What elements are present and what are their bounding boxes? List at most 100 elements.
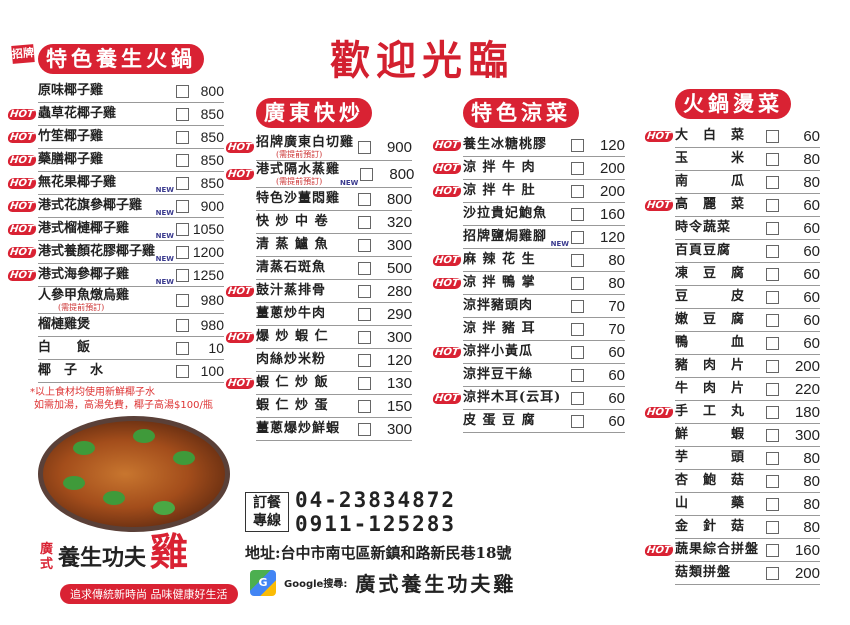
menu-item[interactable]: 白 飯 10	[38, 337, 224, 360]
order-checkbox[interactable]	[766, 198, 779, 212]
menu-item[interactable]: 芋 頭 80	[675, 447, 820, 470]
order-checkbox[interactable]	[766, 566, 779, 580]
menu-item[interactable]: 清蒸石斑魚 500	[256, 257, 412, 280]
menu-item[interactable]: 鮮 蝦 300	[675, 424, 820, 447]
order-checkbox[interactable]	[358, 399, 371, 413]
menu-item[interactable]: 時令蔬菜 60	[675, 217, 820, 240]
menu-item[interactable]: HOT 港式海參椰子雞 NEW 1250	[7, 264, 224, 287]
menu-item[interactable]: HOT 港式養顏花膠椰子雞 NEW 1200	[7, 241, 224, 264]
menu-item[interactable]: 快 炒 中 卷 320	[256, 211, 412, 234]
menu-item[interactable]: HOT 藥膳椰子雞 850	[7, 149, 224, 172]
order-checkbox[interactable]	[766, 451, 779, 465]
order-checkbox[interactable]	[571, 253, 584, 267]
menu-item[interactable]: HOT 麻 辣 花 生 80	[432, 249, 625, 272]
menu-item[interactable]: HOT 大 白 菜 60	[644, 125, 820, 148]
menu-item[interactable]: HOT 涼拌小黃瓜 60	[432, 341, 625, 364]
order-checkbox[interactable]	[766, 290, 779, 304]
order-checkbox[interactable]	[358, 330, 371, 344]
menu-item[interactable]: 涼拌豆干絲 60	[463, 364, 625, 387]
order-checkbox[interactable]	[358, 238, 371, 252]
order-checkbox[interactable]	[176, 222, 189, 236]
order-checkbox[interactable]	[176, 341, 189, 355]
order-checkbox[interactable]	[766, 221, 779, 235]
order-checkbox[interactable]	[358, 192, 371, 206]
menu-item[interactable]: 涼拌豬頭肉 70	[463, 295, 625, 318]
order-checkbox[interactable]	[571, 322, 584, 336]
order-checkbox[interactable]	[358, 422, 371, 436]
order-checkbox[interactable]	[571, 368, 584, 382]
order-checkbox[interactable]	[571, 207, 584, 221]
order-checkbox[interactable]	[766, 175, 779, 189]
order-checkbox[interactable]	[176, 364, 189, 378]
menu-item[interactable]: HOT 港式花旗參椰子雞 NEW 900	[7, 195, 224, 218]
menu-item[interactable]: 肉絲炒米粉 120	[256, 349, 412, 372]
menu-item[interactable]: HOT 涼 拌 牛 肉 200	[432, 157, 625, 180]
order-checkbox[interactable]	[766, 497, 779, 511]
menu-item[interactable]: 原味椰子雞 800	[38, 80, 224, 103]
menu-item[interactable]: 薑蔥炒牛肉 290	[256, 303, 412, 326]
order-checkbox[interactable]	[358, 215, 371, 229]
order-checkbox[interactable]	[766, 520, 779, 534]
menu-item[interactable]: 百頁豆腐 60	[675, 240, 820, 263]
menu-item[interactable]: HOT 招牌廣東白切雞 (需提前預訂) 900	[225, 134, 412, 161]
order-checkbox[interactable]	[766, 405, 779, 419]
order-checkbox[interactable]	[571, 299, 584, 313]
phone-number[interactable]: 04-23834872	[295, 488, 457, 512]
order-checkbox[interactable]	[358, 140, 371, 154]
order-checkbox[interactable]	[176, 107, 189, 121]
order-checkbox[interactable]	[766, 336, 779, 350]
order-checkbox[interactable]	[571, 414, 584, 428]
menu-item[interactable]: 牛 肉 片 220	[675, 378, 820, 401]
order-checkbox[interactable]	[176, 84, 189, 98]
order-checkbox[interactable]	[176, 268, 189, 282]
order-checkbox[interactable]	[358, 284, 371, 298]
phone-number[interactable]: 0911-125283	[295, 512, 457, 536]
order-checkbox[interactable]	[360, 167, 374, 181]
menu-item[interactable]: 清 蒸 鱸 魚 300	[256, 234, 412, 257]
menu-item[interactable]: HOT 爆 炒 蝦 仁 300	[225, 326, 412, 349]
order-checkbox[interactable]	[176, 245, 189, 259]
order-checkbox[interactable]	[571, 184, 584, 198]
menu-item[interactable]: 山 藥 80	[675, 493, 820, 516]
menu-item[interactable]: 凍 豆 腐 60	[675, 263, 820, 286]
menu-item[interactable]: HOT 養生冰糖桃膠 120	[432, 134, 625, 157]
order-checkbox[interactable]	[766, 267, 779, 281]
menu-item[interactable]: HOT 涼拌木耳(云耳) 60	[432, 387, 625, 410]
order-checkbox[interactable]	[766, 428, 779, 442]
order-checkbox[interactable]	[358, 307, 371, 321]
order-checkbox[interactable]	[766, 129, 779, 143]
order-checkbox[interactable]	[571, 161, 584, 175]
order-checkbox[interactable]	[176, 318, 189, 332]
menu-item[interactable]: HOT 涼 拌 牛 肚 200	[432, 180, 625, 203]
order-checkbox[interactable]	[571, 230, 584, 244]
order-checkbox[interactable]	[176, 199, 189, 213]
menu-item[interactable]: HOT 蔬果綜合拼盤 160	[644, 539, 820, 562]
menu-item[interactable]: 涼 拌 豬 耳 70	[463, 318, 625, 341]
order-checkbox[interactable]	[176, 130, 189, 144]
menu-item[interactable]: HOT 涼 拌 鴨 掌 80	[432, 272, 625, 295]
menu-item[interactable]: 豆 皮 60	[675, 286, 820, 309]
menu-item[interactable]: HOT 竹笙椰子雞 850	[7, 126, 224, 149]
menu-item[interactable]: HOT 高 麗 菜 60	[644, 194, 820, 217]
order-checkbox[interactable]	[571, 138, 584, 152]
menu-item[interactable]: HOT 蟲草花椰子雞 850	[7, 103, 224, 126]
menu-item[interactable]: 玉 米 80	[675, 148, 820, 171]
menu-item[interactable]: 鴨 血 60	[675, 332, 820, 355]
order-checkbox[interactable]	[766, 382, 779, 396]
order-checkbox[interactable]	[766, 543, 779, 557]
menu-item[interactable]: 薑蔥爆炒鮮蝦 300	[256, 418, 412, 441]
order-checkbox[interactable]	[176, 176, 189, 190]
menu-item[interactable]: HOT 蝦 仁 炒 飯 130	[225, 372, 412, 395]
order-checkbox[interactable]	[766, 152, 779, 166]
menu-item[interactable]: 特色沙薑悶雞 800	[256, 188, 412, 211]
order-checkbox[interactable]	[766, 244, 779, 258]
menu-item[interactable]: 皮 蛋 豆 腐 60	[463, 410, 625, 433]
order-checkbox[interactable]	[358, 376, 371, 390]
order-checkbox[interactable]	[571, 391, 584, 405]
order-checkbox[interactable]	[766, 474, 779, 488]
menu-item[interactable]: 榴槤雞煲 980	[38, 314, 224, 337]
menu-item[interactable]: HOT 鼓汁蒸排骨 280	[225, 280, 412, 303]
menu-item[interactable]: 金 針 菇 80	[675, 516, 820, 539]
order-checkbox[interactable]	[176, 293, 189, 307]
menu-item[interactable]: 招牌鹽焗雞腳 NEW 120	[463, 226, 625, 249]
